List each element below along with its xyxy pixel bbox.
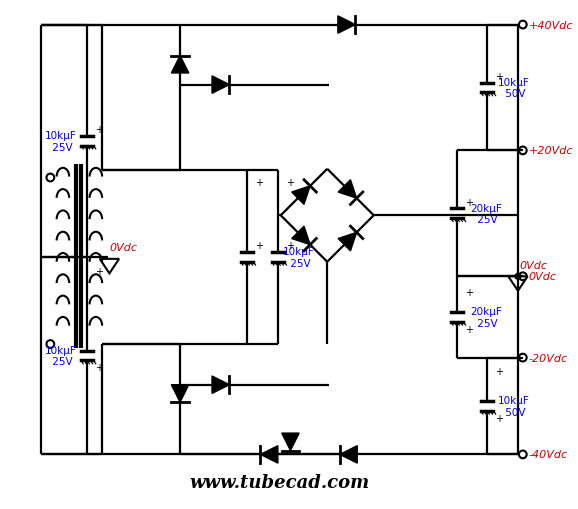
Polygon shape — [292, 227, 310, 245]
Text: +: + — [286, 241, 294, 251]
Text: 20kμF
 25V: 20kμF 25V — [470, 203, 502, 224]
Text: 10kμF
 50V: 10kμF 50V — [498, 77, 530, 99]
Text: +: + — [95, 362, 103, 373]
Circle shape — [515, 274, 521, 279]
Text: 0Vdc: 0Vdc — [529, 272, 557, 281]
Polygon shape — [340, 446, 357, 463]
Text: 10kμF
 25V: 10kμF 25V — [283, 247, 315, 268]
Polygon shape — [171, 56, 189, 74]
Polygon shape — [338, 17, 355, 34]
Text: +40Vdc: +40Vdc — [529, 20, 573, 31]
Text: 10kμF
 25V: 10kμF 25V — [45, 345, 77, 366]
Text: -20Vdc: -20Vdc — [529, 353, 568, 363]
Text: -40Vdc: -40Vdc — [529, 449, 568, 460]
Polygon shape — [212, 77, 229, 94]
Text: +: + — [286, 178, 294, 188]
Text: +: + — [495, 366, 503, 376]
Text: +: + — [465, 197, 473, 207]
Text: 20kμF
 25V: 20kμF 25V — [470, 306, 502, 328]
Text: +: + — [255, 178, 262, 188]
Polygon shape — [212, 376, 229, 393]
Text: +: + — [495, 72, 503, 82]
Text: +: + — [465, 287, 473, 297]
Polygon shape — [338, 233, 357, 251]
Text: 0Vdc: 0Vdc — [520, 260, 548, 270]
Text: +: + — [465, 324, 473, 334]
Text: www.tubecad.com: www.tubecad.com — [190, 472, 370, 491]
Text: +: + — [495, 413, 503, 423]
Polygon shape — [281, 433, 299, 450]
Text: +: + — [255, 241, 263, 251]
Text: +: + — [95, 125, 103, 135]
Text: +: + — [95, 267, 103, 277]
Polygon shape — [292, 186, 310, 205]
Text: 10kμF
 50V: 10kμF 50V — [498, 395, 530, 417]
Text: +20Vdc: +20Vdc — [529, 146, 573, 156]
Polygon shape — [338, 180, 357, 199]
Text: 0Vdc: 0Vdc — [109, 243, 138, 253]
Polygon shape — [171, 385, 189, 402]
Text: 10kμF
 25V: 10kμF 25V — [45, 131, 77, 152]
Polygon shape — [261, 446, 278, 463]
